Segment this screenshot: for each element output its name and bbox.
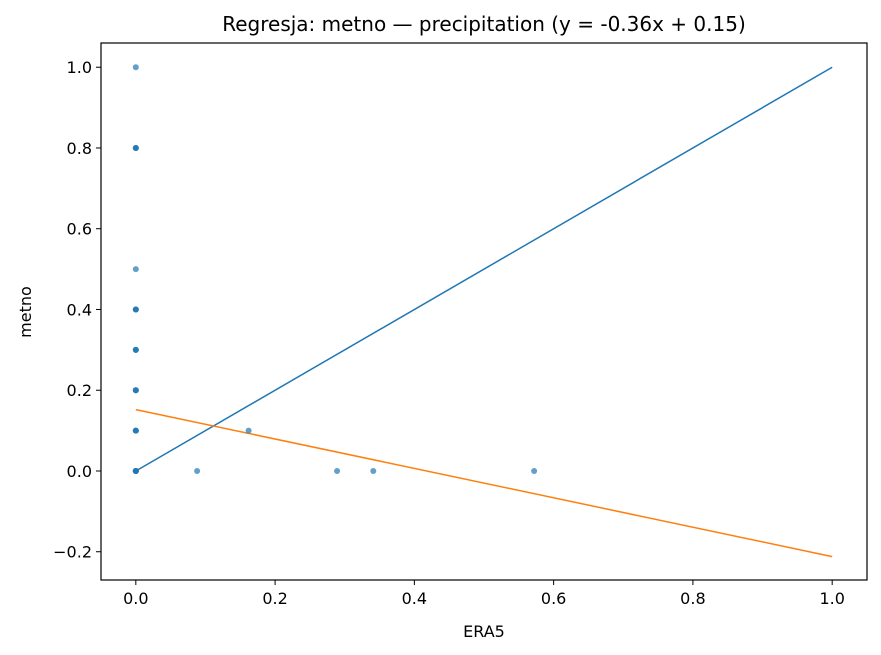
x-tick-label: 0.0 (123, 589, 148, 608)
scatter-point (132, 306, 139, 313)
y-tick-label: 0.0 (67, 462, 92, 481)
scatter-point (531, 467, 538, 474)
scatter-point (370, 467, 377, 474)
y-tick-label: −0.2 (53, 543, 92, 562)
x-tick-label: 0.4 (402, 589, 427, 608)
scatter-point (132, 144, 139, 151)
x-axis-ticks: 0.0 0.2 0.4 0.6 0.8 1.0 (123, 580, 845, 608)
scatter-point (132, 467, 139, 474)
y-axis-label: metno (16, 286, 35, 338)
plot-area (132, 64, 833, 558)
x-tick-label: 1.0 (819, 589, 844, 608)
scatter-point (132, 387, 139, 394)
scatter-point (132, 346, 139, 353)
scatter-point (132, 64, 139, 71)
x-tick-label: 0.2 (262, 589, 287, 608)
y-tick-label: 0.4 (67, 300, 92, 319)
regression-line (135, 408, 833, 558)
x-axis-label: ERA5 (463, 622, 505, 641)
x-tick-label: 0.6 (541, 589, 566, 608)
identity-line (135, 66, 833, 472)
y-tick-label: 0.2 (67, 381, 92, 400)
scatter-point (245, 427, 252, 434)
scatter-point (132, 266, 139, 273)
y-axis-ticks: −0.2 0.0 0.2 0.4 0.6 0.8 1.0 (53, 58, 101, 562)
y-tick-label: 0.8 (67, 139, 92, 158)
y-tick-label: 1.0 (67, 58, 92, 77)
scatter-point (132, 427, 139, 434)
x-tick-label: 0.8 (680, 589, 705, 608)
chart-title: Regresja: metno — precipitation (y = -0.… (222, 12, 746, 36)
y-tick-label: 0.6 (67, 220, 92, 239)
axes-frame (100, 42, 868, 581)
scatter-point (334, 467, 341, 474)
scatter-point (194, 467, 201, 474)
